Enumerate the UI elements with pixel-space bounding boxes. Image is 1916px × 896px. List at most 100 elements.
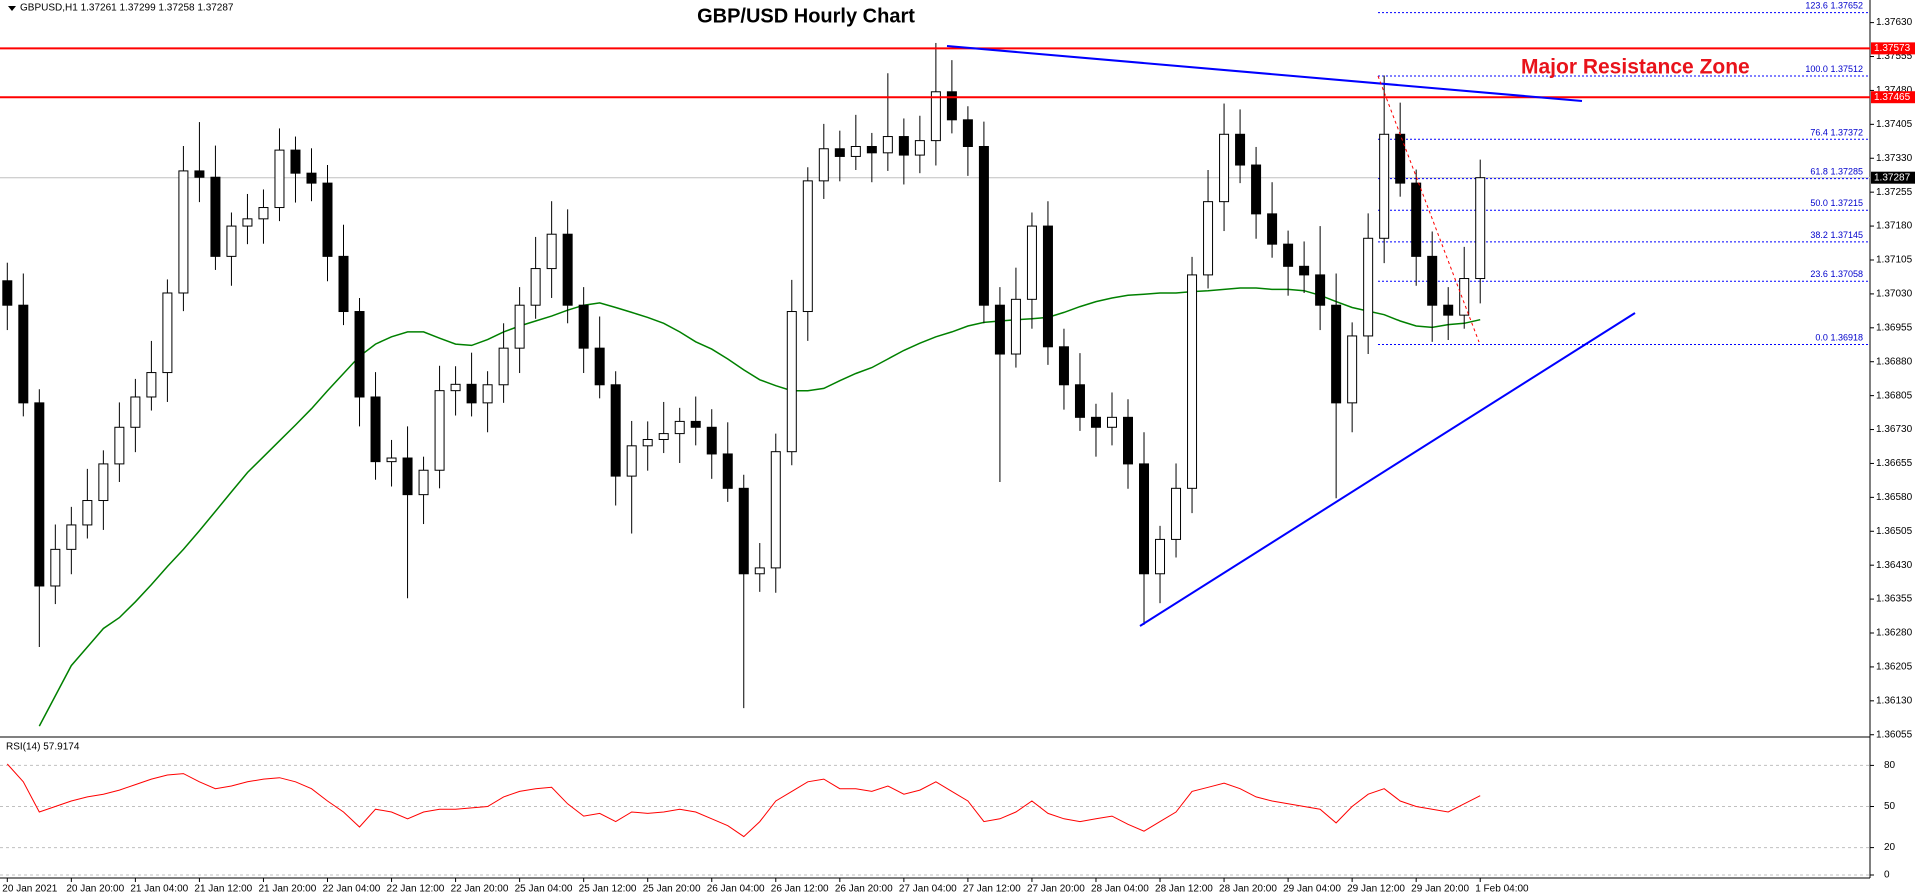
x-tick-label: 27 Jan 04:00 <box>899 884 957 895</box>
y-tick-label: 1.36130 <box>1876 695 1913 706</box>
fibonacci-price: 1.36918 <box>1830 333 1863 343</box>
candle-body-down <box>610 384 621 477</box>
candle-body-up <box>226 225 237 257</box>
fibonacci-label: 100.0 1.37512 <box>1805 64 1863 74</box>
candle-body-up <box>98 463 109 502</box>
candle-body-up <box>66 524 77 550</box>
y-tick-label: 1.36280 <box>1876 628 1913 639</box>
candle-body-down <box>866 145 877 154</box>
y-tick-label: 1.36430 <box>1876 560 1913 571</box>
candle-body-up <box>1203 201 1214 276</box>
fibonacci-price: 1.37058 <box>1830 270 1863 280</box>
candle-body-up <box>674 420 685 435</box>
candle-body-up <box>1106 416 1117 428</box>
symbol-info: GBPUSD,H1 1.37261 1.37299 1.37258 1.3728… <box>20 3 234 14</box>
candle-body-down <box>1427 255 1438 306</box>
candle-body-up <box>1379 133 1390 239</box>
fibonacci-price: 1.37215 <box>1830 199 1863 209</box>
rsi-tick-label: 0 <box>1884 870 1890 881</box>
rsi-tick-label: 50 <box>1884 801 1896 812</box>
candle-body-down <box>354 311 365 398</box>
candle-body-up <box>130 396 141 428</box>
fibonacci-price: 1.37512 <box>1830 64 1863 74</box>
fibonacci-ratio: 61.8 <box>1810 167 1828 177</box>
candle-body-up <box>1459 278 1470 316</box>
candle-body-up <box>114 426 125 465</box>
x-tick-label: 29 Jan 04:00 <box>1283 884 1341 895</box>
y-tick-label: 1.36730 <box>1876 424 1913 435</box>
candle-body-up <box>1475 177 1486 280</box>
symbol-arrow <box>8 6 16 11</box>
candle-body-down <box>706 426 717 455</box>
y-tick-label: 1.37405 <box>1876 119 1913 130</box>
x-tick-label: 29 Jan 20:00 <box>1411 884 1469 895</box>
rsi-tick-label: 20 <box>1884 842 1896 853</box>
candle-body-down <box>1235 133 1246 166</box>
candle-body-down <box>994 304 1005 355</box>
fibonacci-label: 23.6 1.37058 <box>1810 270 1863 280</box>
fibonacci-ratio: 123.6 <box>1805 1 1828 11</box>
fibonacci-label: 50.0 1.37215 <box>1810 199 1863 209</box>
candle-body-down <box>290 149 301 174</box>
candle-body-up <box>1171 487 1182 540</box>
x-tick-label: 29 Jan 12:00 <box>1347 884 1405 895</box>
candle-body-down <box>690 420 701 428</box>
candle-body-down <box>1090 416 1101 428</box>
candle-body-down <box>1251 164 1262 215</box>
candle-body-up <box>802 180 813 313</box>
candle-body-down <box>1283 243 1294 267</box>
x-tick-label: 25 Jan 20:00 <box>643 884 701 895</box>
y-tick-label: 1.36505 <box>1876 526 1913 537</box>
y-tick-label: 1.37330 <box>1876 153 1913 164</box>
candle-body-down <box>978 145 989 306</box>
candle-body-up <box>1155 538 1166 575</box>
x-tick-label: 28 Jan 20:00 <box>1219 884 1277 895</box>
candle-body-up <box>418 469 429 496</box>
fibonacci-price: 1.37372 <box>1830 128 1863 138</box>
fibonacci-label: 0.0 1.36918 <box>1815 333 1863 343</box>
candle-body-up <box>546 233 557 270</box>
fibonacci-label: 123.6 1.37652 <box>1805 1 1863 11</box>
candle-body-down <box>18 304 29 404</box>
candle-body-down <box>898 136 909 156</box>
candle-body-down <box>946 91 957 121</box>
x-tick-label: 27 Jan 20:00 <box>1027 884 1085 895</box>
fibonacci-label: 76.4 1.37372 <box>1810 128 1863 138</box>
candle-body-down <box>962 119 973 147</box>
y-tick-label: 1.37255 <box>1876 187 1913 198</box>
candle-body-down <box>722 453 733 489</box>
candle-body-up <box>242 218 253 227</box>
y-tick-label: 1.37030 <box>1876 289 1913 300</box>
candle-body-up <box>770 451 781 569</box>
candle-body-up <box>1026 225 1037 300</box>
y-tick-label: 1.36955 <box>1876 322 1913 333</box>
last-price-box <box>1871 171 1915 184</box>
candle-body-down <box>370 396 381 463</box>
candle-body-up <box>818 148 829 182</box>
candle-body-up <box>1347 335 1358 404</box>
x-tick-label: 26 Jan 20:00 <box>835 884 893 895</box>
y-tick-label: 1.36355 <box>1876 594 1913 605</box>
y-tick-label: 1.37630 <box>1876 17 1913 28</box>
candle-body-up <box>658 433 669 440</box>
candle-body-up <box>1219 133 1230 203</box>
y-tick-label: 1.36655 <box>1876 458 1913 469</box>
fibonacci-ratio: 0.0 <box>1815 333 1828 343</box>
y-tick-label: 1.37480 <box>1876 85 1913 96</box>
candle-body-down <box>1411 182 1422 257</box>
x-tick-label: 28 Jan 04:00 <box>1091 884 1149 895</box>
ascending-trendline <box>1139 312 1636 627</box>
x-tick-label: 27 Jan 12:00 <box>963 884 1021 895</box>
fibonacci-ratio: 38.2 <box>1810 230 1828 240</box>
candle-body-down <box>1331 304 1342 404</box>
y-tick-label: 1.37180 <box>1876 221 1913 232</box>
chart-title: GBP/USD Hourly Chart <box>697 5 915 27</box>
x-tick-label: 22 Jan 04:00 <box>323 884 381 895</box>
price-box-label: 1.37573 <box>1874 43 1911 54</box>
candle-body-down <box>1042 225 1053 348</box>
candle-body-down <box>562 233 573 306</box>
x-tick-label: 21 Jan 04:00 <box>130 884 188 895</box>
rsi-label: RSI(14) 57.9174 <box>6 742 80 753</box>
y-tick-label: 1.37555 <box>1876 51 1913 62</box>
